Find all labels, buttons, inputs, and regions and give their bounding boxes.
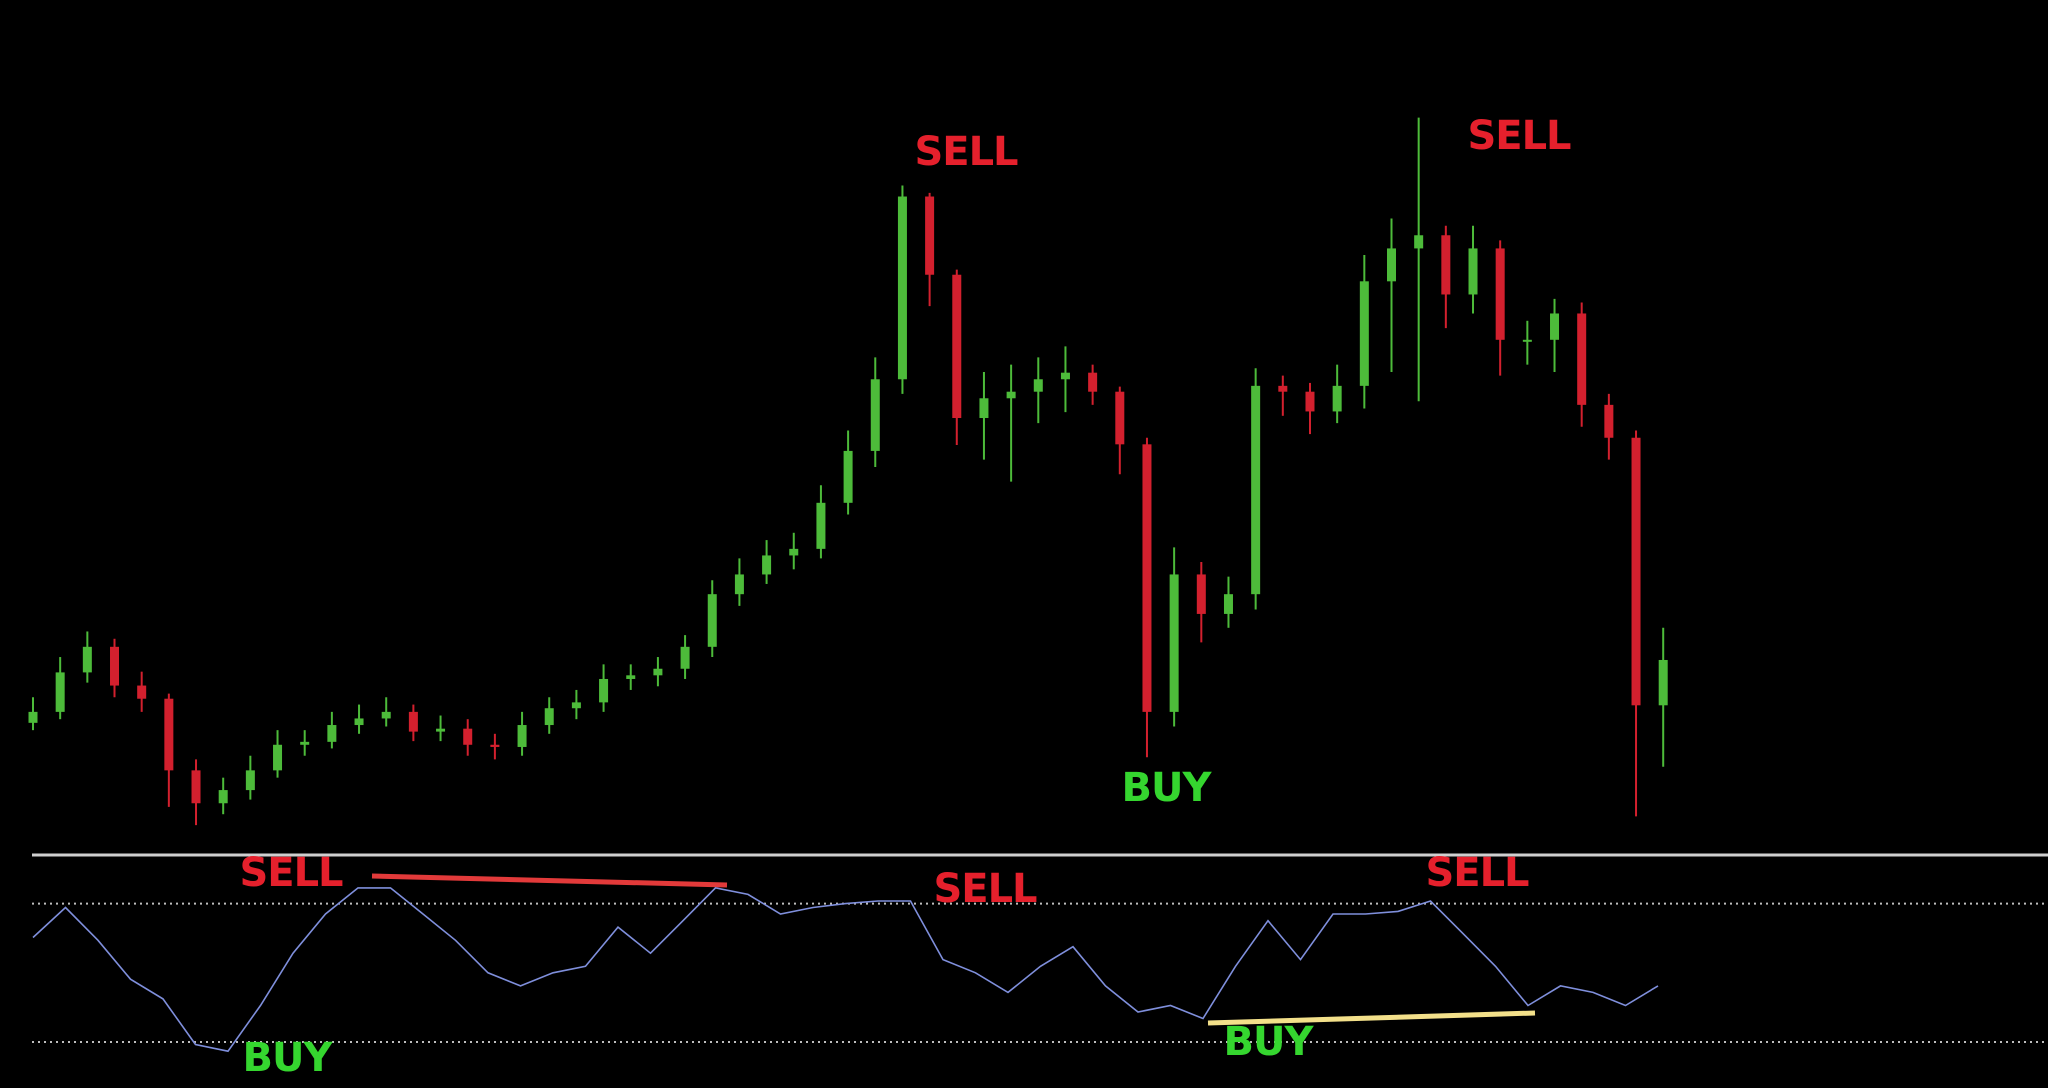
candle-body [897,196,907,380]
candle-body [1115,391,1125,445]
candle-body [707,594,717,647]
candle-body [626,675,636,679]
signal-label: BUY [243,1035,334,1081]
candle-body [436,728,446,732]
candle-body [680,646,690,669]
candle-body [1604,404,1614,438]
candle-body [1006,391,1016,399]
candle-body [599,678,609,703]
candle-body [870,379,880,451]
candle-body [1196,574,1206,614]
candle-body [571,702,581,709]
oscillator-line [32,887,1659,1053]
signal-label: BUY [1122,765,1213,811]
candle-body [1495,248,1505,340]
signal-label: SELL [933,866,1037,912]
candle-body [1522,339,1532,342]
divergence-line [371,873,728,888]
candle-body [1414,235,1424,249]
signal-label: SELL [239,850,343,896]
candle-body [381,711,391,719]
candle-body [354,718,364,726]
candle-body [653,668,663,676]
candle-body [843,450,853,503]
candle-body [762,555,772,575]
candle-body [1142,444,1152,712]
candle-body [191,770,201,804]
candle-body [1332,385,1342,412]
candle-body [1033,379,1043,392]
candle-body [1088,372,1098,392]
candle-body [517,725,527,747]
candle-body [979,398,989,419]
candle-body [1550,313,1560,340]
candle-body [1060,372,1070,380]
candle-body [137,685,147,699]
signal-label: BUY [1224,1019,1315,1065]
candle-body [463,728,473,745]
candle-body [1251,385,1261,595]
candle-body [28,711,38,723]
candle-body [1441,235,1451,295]
candle-body [1387,248,1396,282]
candle-body [408,711,418,732]
oscillator-panel: SELL SELL SELL BUY BUY [32,850,2048,1081]
divergence-line [1207,1010,1536,1026]
signal-label: SELL [1425,850,1529,896]
candle-body [1169,574,1179,712]
candle-body [490,744,500,747]
candle-body [1305,391,1315,412]
signal-label: SELL [914,129,1018,175]
candle-body [273,744,283,771]
candle-body [816,502,826,549]
candle-body [1658,659,1668,706]
candle-body [544,708,554,726]
candle-body [300,741,310,745]
candle-body [1278,385,1288,392]
candle-body [164,698,174,771]
candle-body [327,725,337,742]
candle-body [925,196,935,275]
candle-body [55,672,65,712]
candle-body [1359,281,1369,386]
price-panel: SELL SELL BUY [28,113,1668,826]
candle-body [82,646,92,673]
candle-body [245,770,255,791]
candle-body [1223,594,1233,614]
candle-body [734,574,744,595]
candle-body [789,548,799,556]
candle-body [952,274,962,419]
candle-body [1577,313,1587,405]
candle-body [110,646,120,686]
candle-body [218,790,228,804]
candle-body [1631,437,1641,706]
candle-body [1468,248,1478,295]
signal-label: SELL [1467,113,1571,159]
